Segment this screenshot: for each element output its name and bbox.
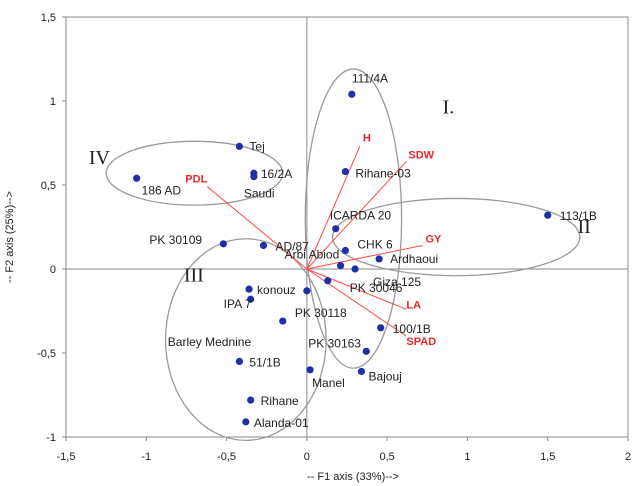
group-label-iv: IV — [89, 147, 111, 169]
point-bajouj — [357, 367, 366, 376]
group-ellipse-iii — [164, 238, 327, 442]
x-tick-label: 0 — [304, 451, 310, 463]
vector-sdw — [306, 161, 407, 270]
point-label-barley-mednine: Barley Mednine — [168, 335, 252, 349]
vector-la — [306, 268, 407, 310]
point-rihane — [247, 396, 255, 404]
vector-pdl — [206, 186, 308, 270]
group-ellipse-ii — [331, 197, 581, 277]
point-51-1b — [235, 357, 244, 365]
point-label-100-1b: 100/1B — [393, 322, 431, 336]
point-label-giza-125: Giza 125 — [373, 275, 421, 289]
x-tick-label: 1,5 — [540, 451, 555, 463]
group-label-ii: II — [578, 216, 591, 238]
variable-label-spad: SPAD — [406, 336, 436, 348]
point-label-113-1b: 113/1B — [560, 209, 597, 223]
y-tick-label: 1 — [50, 96, 56, 108]
y-tick-label: -0,5 — [37, 348, 56, 360]
point-giza-125 — [351, 265, 359, 273]
point-label-tej: Tej — [249, 139, 264, 153]
point-label-rihane: Rihane — [261, 394, 299, 408]
point-ipa-7 — [247, 295, 255, 303]
point-ad-87 — [259, 241, 268, 250]
point-pk-30109 — [219, 240, 227, 248]
point-label-ad-87: AD/87 — [276, 239, 310, 253]
point-label-pk-30046: PK 30046 — [350, 281, 403, 295]
variable-label-sdw: SDW — [408, 149, 434, 161]
point-rihane-03 — [341, 167, 349, 176]
point-label-chk-6: CHK 6 — [357, 238, 393, 252]
point-saudi — [250, 173, 258, 181]
variable-label-la: LA — [406, 299, 421, 311]
point-label-pk-30118: PK 30118 — [295, 306, 347, 320]
vector-spad — [306, 268, 407, 337]
group-label-iii: III — [184, 265, 204, 287]
point-label-16-2a: 16/2A — [261, 167, 292, 181]
point-label-alanda-01: Alanda-01 — [254, 416, 309, 430]
point-label-saudi: Saudi — [244, 187, 275, 201]
point-barley-mednine — [279, 317, 287, 325]
point-manel — [306, 366, 314, 374]
point-label-111-4a: 111/4A — [352, 71, 388, 85]
point-label-konouz: konouz — [257, 283, 296, 297]
variable-label-gy: GY — [425, 233, 442, 245]
point-pk-30118 — [303, 287, 311, 295]
point-label-ipa-7: IPA 7 — [224, 297, 252, 311]
point-arbi-abiod — [336, 262, 345, 270]
x-tick-label: 2 — [625, 451, 631, 463]
point-100-1b — [377, 324, 385, 332]
point-label-pk-30109: PK 30109 — [149, 233, 202, 247]
point-label-icarda-20: ICARDA 20 — [330, 209, 392, 223]
variable-label-h: H — [363, 132, 371, 144]
x-tick-label: -1 — [141, 451, 151, 463]
point-label-51-1b: 51/1B — [249, 355, 280, 369]
point-pk-30046 — [324, 277, 332, 285]
x-tick-label: 0,5 — [379, 451, 394, 463]
y-tick-label: 0 — [50, 264, 56, 276]
point-pk-30163 — [362, 347, 370, 355]
point-label-bajouj: Bajouj — [368, 369, 401, 383]
y-tick-label: 0,5 — [41, 180, 56, 192]
group-label-i: I. — [443, 97, 455, 119]
variable-vectors-layer — [206, 146, 423, 337]
vector-gy — [306, 244, 423, 270]
group-ellipse-iv — [105, 140, 284, 206]
observation-points-layer — [133, 90, 552, 426]
vector-h — [306, 146, 361, 270]
point-label-pk-30163: PK 30163 — [308, 336, 361, 350]
point-label-ardhaoui: Ardhaoui — [390, 252, 438, 266]
x-axis-title: -- F1 axis (33%)--> — [307, 471, 399, 483]
x-tick-label: -0,5 — [217, 451, 236, 463]
point-tej — [235, 142, 244, 150]
point-label-manel: Manel — [312, 376, 345, 390]
point-label-186-ad: 186 AD — [142, 183, 182, 197]
group-ellipse-i — [304, 68, 403, 369]
point-ardhaoui — [375, 255, 383, 263]
labels-layer: I.IIIIIIVPDLHSDWGYLASPAD111/4ATej16/2ASa… — [89, 71, 597, 430]
group-ellipses-layer — [105, 68, 581, 442]
point-label-arbi-abiod: Arbi Abiod — [285, 248, 340, 262]
point-chk-6 — [341, 246, 349, 255]
y-axis-title: -- F2 axis (25%)--> — [4, 191, 16, 283]
plot-border — [65, 16, 629, 438]
y-tick-label: -1 — [46, 432, 56, 444]
point-label-rihane-03: Rihane-03 — [355, 167, 411, 181]
point-alanda-01 — [242, 418, 250, 426]
x-tick-label: 1 — [464, 451, 470, 463]
point-186-ad — [133, 174, 141, 182]
y-tick-label: 1,5 — [41, 12, 56, 24]
point-113-1b — [544, 211, 552, 219]
point-konouz — [245, 285, 253, 293]
variable-label-pdl: PDL — [185, 174, 207, 186]
x-tick-label: -1,5 — [57, 451, 76, 463]
point-icarda-20 — [332, 225, 340, 233]
point-111-4a — [348, 90, 356, 98]
plot-frame-layer: -1,5 -1 -0,5 0 0,5 1 1,5 2-1-0,500,511,5 — [37, 12, 631, 463]
